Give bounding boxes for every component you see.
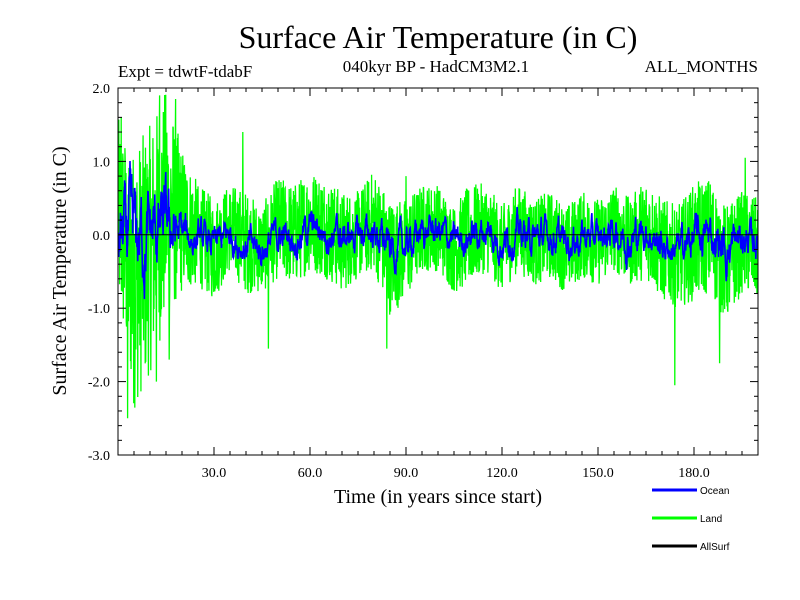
y-axis-label: Surface Air Temperature (in C) — [49, 146, 71, 395]
y-tick-label: 1.0 — [93, 155, 111, 170]
legend-label-land: Land — [700, 514, 722, 525]
chart-subtitle-left: Expt = tdwtF-tdabF — [118, 62, 252, 81]
chart-subtitle-center: 040kyr BP - HadCM3M2.1 — [343, 57, 529, 76]
y-tick-label: -2.0 — [88, 376, 110, 391]
legend-label-allsurf: AllSurf — [700, 542, 730, 553]
y-tick-label: -1.0 — [88, 302, 110, 317]
y-tick-label: -3.0 — [88, 449, 110, 464]
plot-area — [117, 87, 759, 456]
chart-title: Surface Air Temperature (in C) — [239, 19, 638, 55]
y-tick-label: 2.0 — [93, 82, 111, 97]
legend-label-ocean: Ocean — [700, 486, 729, 497]
x-tick-label: 180.0 — [678, 466, 710, 481]
legend: Ocean Land AllSurf — [652, 486, 730, 553]
x-tick-label: 150.0 — [582, 466, 614, 481]
series-ocean-line — [118, 160, 758, 300]
x-tick-label: 30.0 — [202, 466, 227, 481]
chart-subtitle-right: ALL_MONTHS — [645, 57, 758, 76]
series-land-line — [118, 94, 758, 419]
series-layer — [118, 94, 758, 419]
x-tick-label: 120.0 — [486, 466, 518, 481]
x-tick-label: 90.0 — [394, 466, 419, 481]
x-axis-label: Time (in years since start) — [334, 486, 542, 508]
y-tick-label: 0.0 — [93, 229, 111, 244]
axes-layer: -3.0 -2.0 -1.0 0.0 1.0 2.0 30.0 60.0 90.0 120.0 15… — [88, 82, 759, 481]
x-tick-label: 60.0 — [298, 466, 323, 481]
